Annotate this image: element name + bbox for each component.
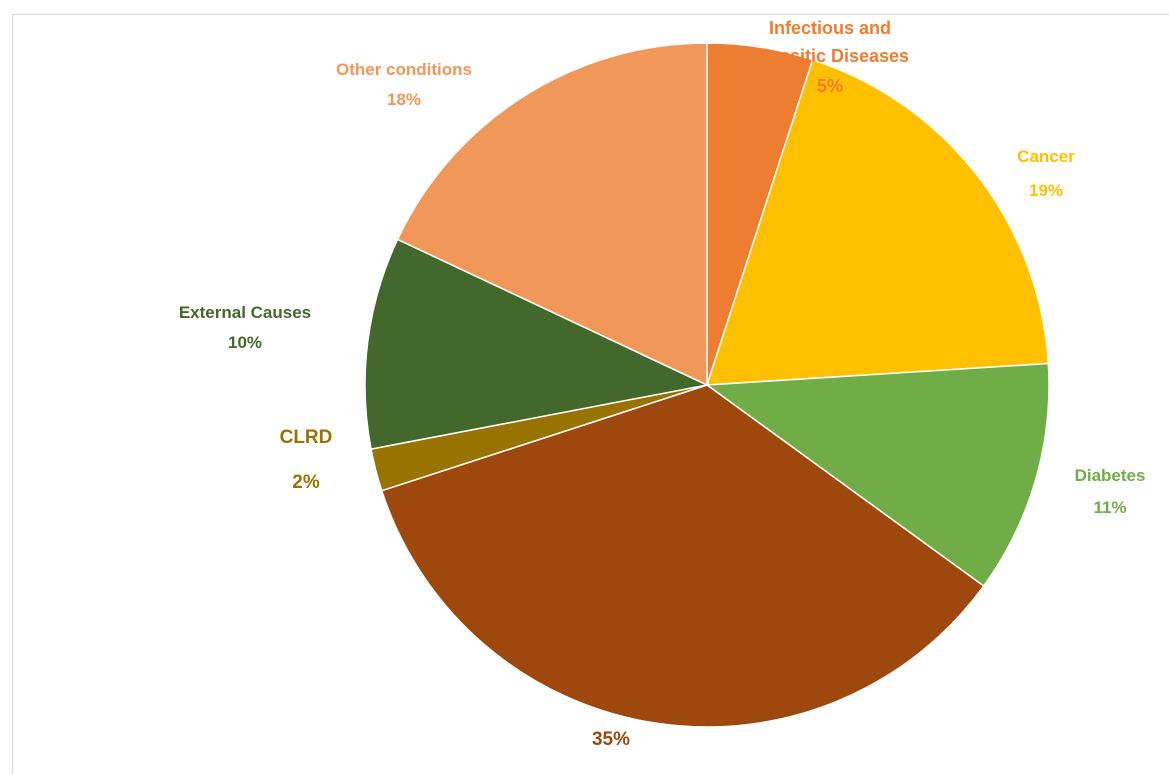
slice-value-label: 10% [228, 333, 262, 352]
slice-category-label: External Causes [179, 303, 311, 322]
slice-category-label: CLRD [280, 427, 333, 448]
slice-category-label: CVD [591, 687, 631, 708]
slice-value-label: 2% [292, 472, 320, 493]
slice-category-label: Infectious and [769, 18, 891, 38]
pie-slice-cancer [705, 58, 1050, 386]
slice-value-label: 5% [817, 76, 843, 96]
pie-labels: Infectious and Parasitic Diseases 5% Cancer… [179, 18, 1146, 750]
slice-category-label: Diabetes [1075, 466, 1146, 485]
slice-value-label: 35% [592, 729, 630, 750]
slice-category-label: Parasitic Diseases [751, 46, 909, 66]
pie-slice-external-causes [364, 238, 710, 450]
slice-category-label: Cancer [1017, 147, 1075, 166]
pie-slice-other-conditions [396, 42, 708, 387]
slice-value-label: 18% [387, 90, 421, 109]
slice-category-label: Other conditions [336, 60, 472, 79]
slice-value-label: 19% [1029, 181, 1063, 200]
slice-value-label: 11% [1093, 498, 1126, 517]
pie-slices [364, 42, 1050, 728]
pie-slice-cvd [380, 384, 985, 728]
pie-slice-diabetes [704, 362, 1050, 588]
